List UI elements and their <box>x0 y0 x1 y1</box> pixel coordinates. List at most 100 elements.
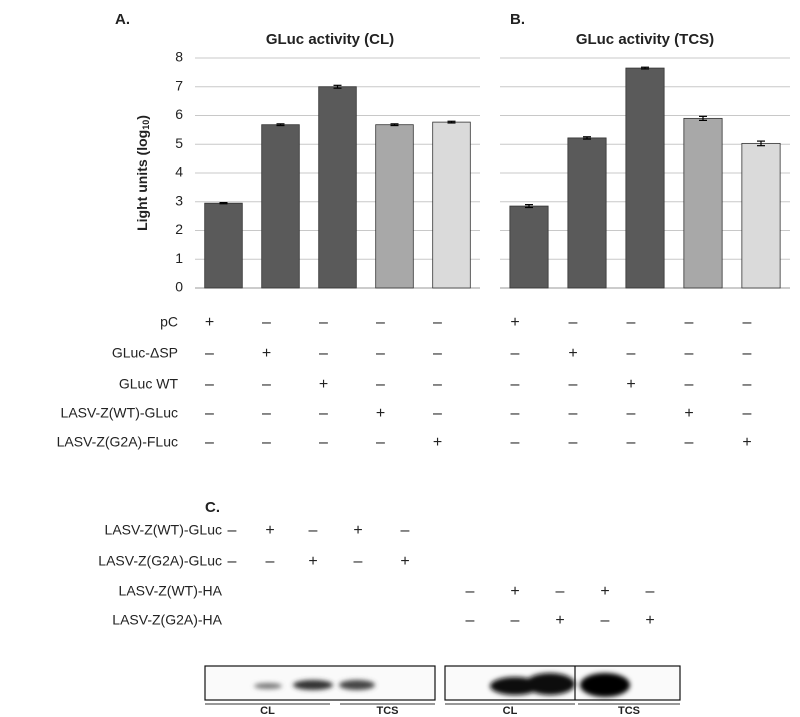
group-label: CL <box>503 705 518 717</box>
mark: – <box>627 405 636 422</box>
bands <box>254 673 630 697</box>
mark: – <box>685 314 694 331</box>
mark: – <box>601 612 610 629</box>
band <box>293 680 333 690</box>
mark: – <box>569 376 578 393</box>
mark: – <box>266 553 275 570</box>
mark: + <box>742 434 751 451</box>
mark: – <box>556 583 565 600</box>
error-bar <box>699 115 707 121</box>
bar <box>509 205 549 289</box>
mark: – <box>743 345 752 362</box>
mark: + <box>319 376 328 393</box>
error-bar <box>757 140 765 147</box>
mark: – <box>262 434 271 451</box>
row-label: LASV-Z(WT)-HA <box>119 583 223 599</box>
mark: – <box>433 405 442 422</box>
mark: – <box>354 553 363 570</box>
mark: – <box>685 434 694 451</box>
mark: – <box>262 405 271 422</box>
mark: – <box>433 345 442 362</box>
mark: – <box>646 583 655 600</box>
mark: + <box>568 345 577 362</box>
mark: – <box>319 345 328 362</box>
error-bar <box>219 202 228 205</box>
bar <box>741 142 781 289</box>
mark: – <box>511 612 520 629</box>
y-tick-label: 4 <box>175 164 183 180</box>
mark: – <box>319 314 328 331</box>
y-tick-label: 3 <box>175 192 183 208</box>
mark: – <box>228 553 237 570</box>
y-tick-label: 2 <box>175 221 183 237</box>
group-label: TCS <box>377 705 399 717</box>
error-bar <box>525 204 533 209</box>
mark: – <box>511 434 520 451</box>
mark: + <box>376 405 385 422</box>
mark: – <box>433 314 442 331</box>
mark: – <box>376 434 385 451</box>
mark: – <box>262 314 271 331</box>
mark: – <box>205 434 214 451</box>
mark: – <box>376 376 385 393</box>
mark: + <box>400 553 409 570</box>
mark: – <box>569 434 578 451</box>
row-label: LASV-Z(WT)-GLuc <box>105 522 222 538</box>
y-tick-label: 8 <box>175 49 183 65</box>
panel-label: B. <box>510 11 525 28</box>
band <box>525 673 575 695</box>
row-label: pC <box>160 314 178 330</box>
mark: – <box>743 314 752 331</box>
mark: – <box>205 376 214 393</box>
error-bar <box>583 136 591 140</box>
row-label: GLuc-ΔSP <box>112 345 178 361</box>
row-label: LASV-Z(G2A)-GLuc <box>98 553 222 569</box>
band <box>339 680 375 690</box>
y-tick-label: 5 <box>175 135 183 151</box>
mark: – <box>569 314 578 331</box>
row-label: GLuc WT <box>119 376 179 392</box>
error-bar <box>447 120 456 124</box>
mark: + <box>433 434 442 451</box>
mark: + <box>308 553 317 570</box>
mark: – <box>743 405 752 422</box>
row-label: LASV-Z(G2A)-HA <box>112 612 222 628</box>
mark: – <box>685 376 694 393</box>
mark: + <box>262 345 271 362</box>
mark: – <box>511 405 520 422</box>
y-label-sub: 10 <box>141 120 151 130</box>
mark: – <box>319 405 328 422</box>
mark: – <box>511 345 520 362</box>
band <box>254 683 282 689</box>
mark: + <box>510 583 519 600</box>
y-label-text: Light units (log <box>134 130 150 231</box>
mark: – <box>466 583 475 600</box>
panel-label: C. <box>205 499 220 516</box>
bar <box>683 117 723 289</box>
error-bar <box>276 123 285 127</box>
mark: + <box>684 405 693 422</box>
bar <box>625 67 665 289</box>
mark: – <box>205 345 214 362</box>
bar <box>375 124 414 289</box>
row-label: LASV-Z(WT)-GLuc <box>61 405 178 421</box>
mark: – <box>262 376 271 393</box>
mark: – <box>376 345 385 362</box>
mark: – <box>401 522 410 539</box>
mark: + <box>353 522 362 539</box>
row-label: LASV-Z(G2A)-FLuc <box>57 434 178 450</box>
mark: + <box>510 314 519 331</box>
bar <box>204 202 243 289</box>
y-tick-label: 1 <box>175 250 183 266</box>
chart-title: GLuc activity (TCS) <box>576 31 714 48</box>
group-label: TCS <box>618 705 640 717</box>
bar <box>318 86 357 289</box>
mark: – <box>627 314 636 331</box>
mark: – <box>433 376 442 393</box>
y-label-end: ) <box>134 115 150 120</box>
bar <box>432 121 471 289</box>
mark: + <box>626 376 635 393</box>
mark: – <box>627 345 636 362</box>
mark: + <box>645 612 654 629</box>
